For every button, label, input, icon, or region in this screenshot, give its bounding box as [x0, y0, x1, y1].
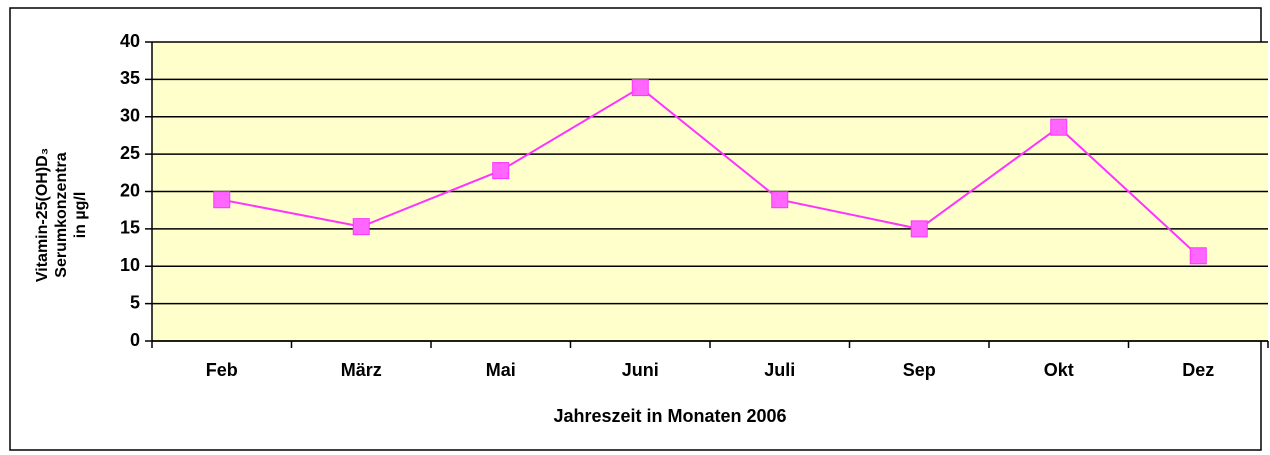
- y-axis-label-line: in µg/l: [72, 192, 89, 239]
- data-marker: [1050, 118, 1068, 136]
- x-tick-label: Sep: [903, 360, 936, 380]
- data-marker: [492, 162, 510, 180]
- y-tick-label: 30: [120, 106, 140, 126]
- y-tick-label: 40: [120, 31, 140, 51]
- y-axis-label-line: Vitamin-25(OH)D₃: [34, 148, 51, 282]
- y-tick-label: 10: [120, 255, 140, 275]
- data-marker: [910, 220, 928, 238]
- x-tick-label: Dez: [1182, 360, 1214, 380]
- y-tick-label: 20: [120, 180, 140, 200]
- y-tick-label: 25: [120, 143, 140, 163]
- x-axis-label: Jahreszeit in Monaten 2006: [553, 406, 786, 426]
- data-marker: [213, 191, 231, 209]
- data-marker: [1189, 247, 1207, 265]
- data-marker: [352, 218, 370, 236]
- data-marker: [771, 191, 789, 209]
- x-tick-label: März: [341, 360, 382, 380]
- data-marker: [631, 79, 649, 97]
- x-tick-label: Okt: [1044, 360, 1074, 380]
- x-tick-label: Feb: [206, 360, 238, 380]
- x-tick-label: Juni: [622, 360, 659, 380]
- y-axis-label: Vitamin-25(OH)D₃ Serumkonzentra in µg/l: [34, 148, 89, 282]
- x-tick-label: Juli: [764, 360, 795, 380]
- y-tick-label: 35: [120, 68, 140, 88]
- y-tick-label: 15: [120, 218, 140, 238]
- x-tick-label: Mai: [486, 360, 516, 380]
- y-tick-label: 5: [130, 292, 140, 312]
- y-tick-label: 0: [130, 330, 140, 350]
- y-axis-label-line: Serumkonzentra: [53, 152, 70, 277]
- data-line: [221, 86, 1199, 257]
